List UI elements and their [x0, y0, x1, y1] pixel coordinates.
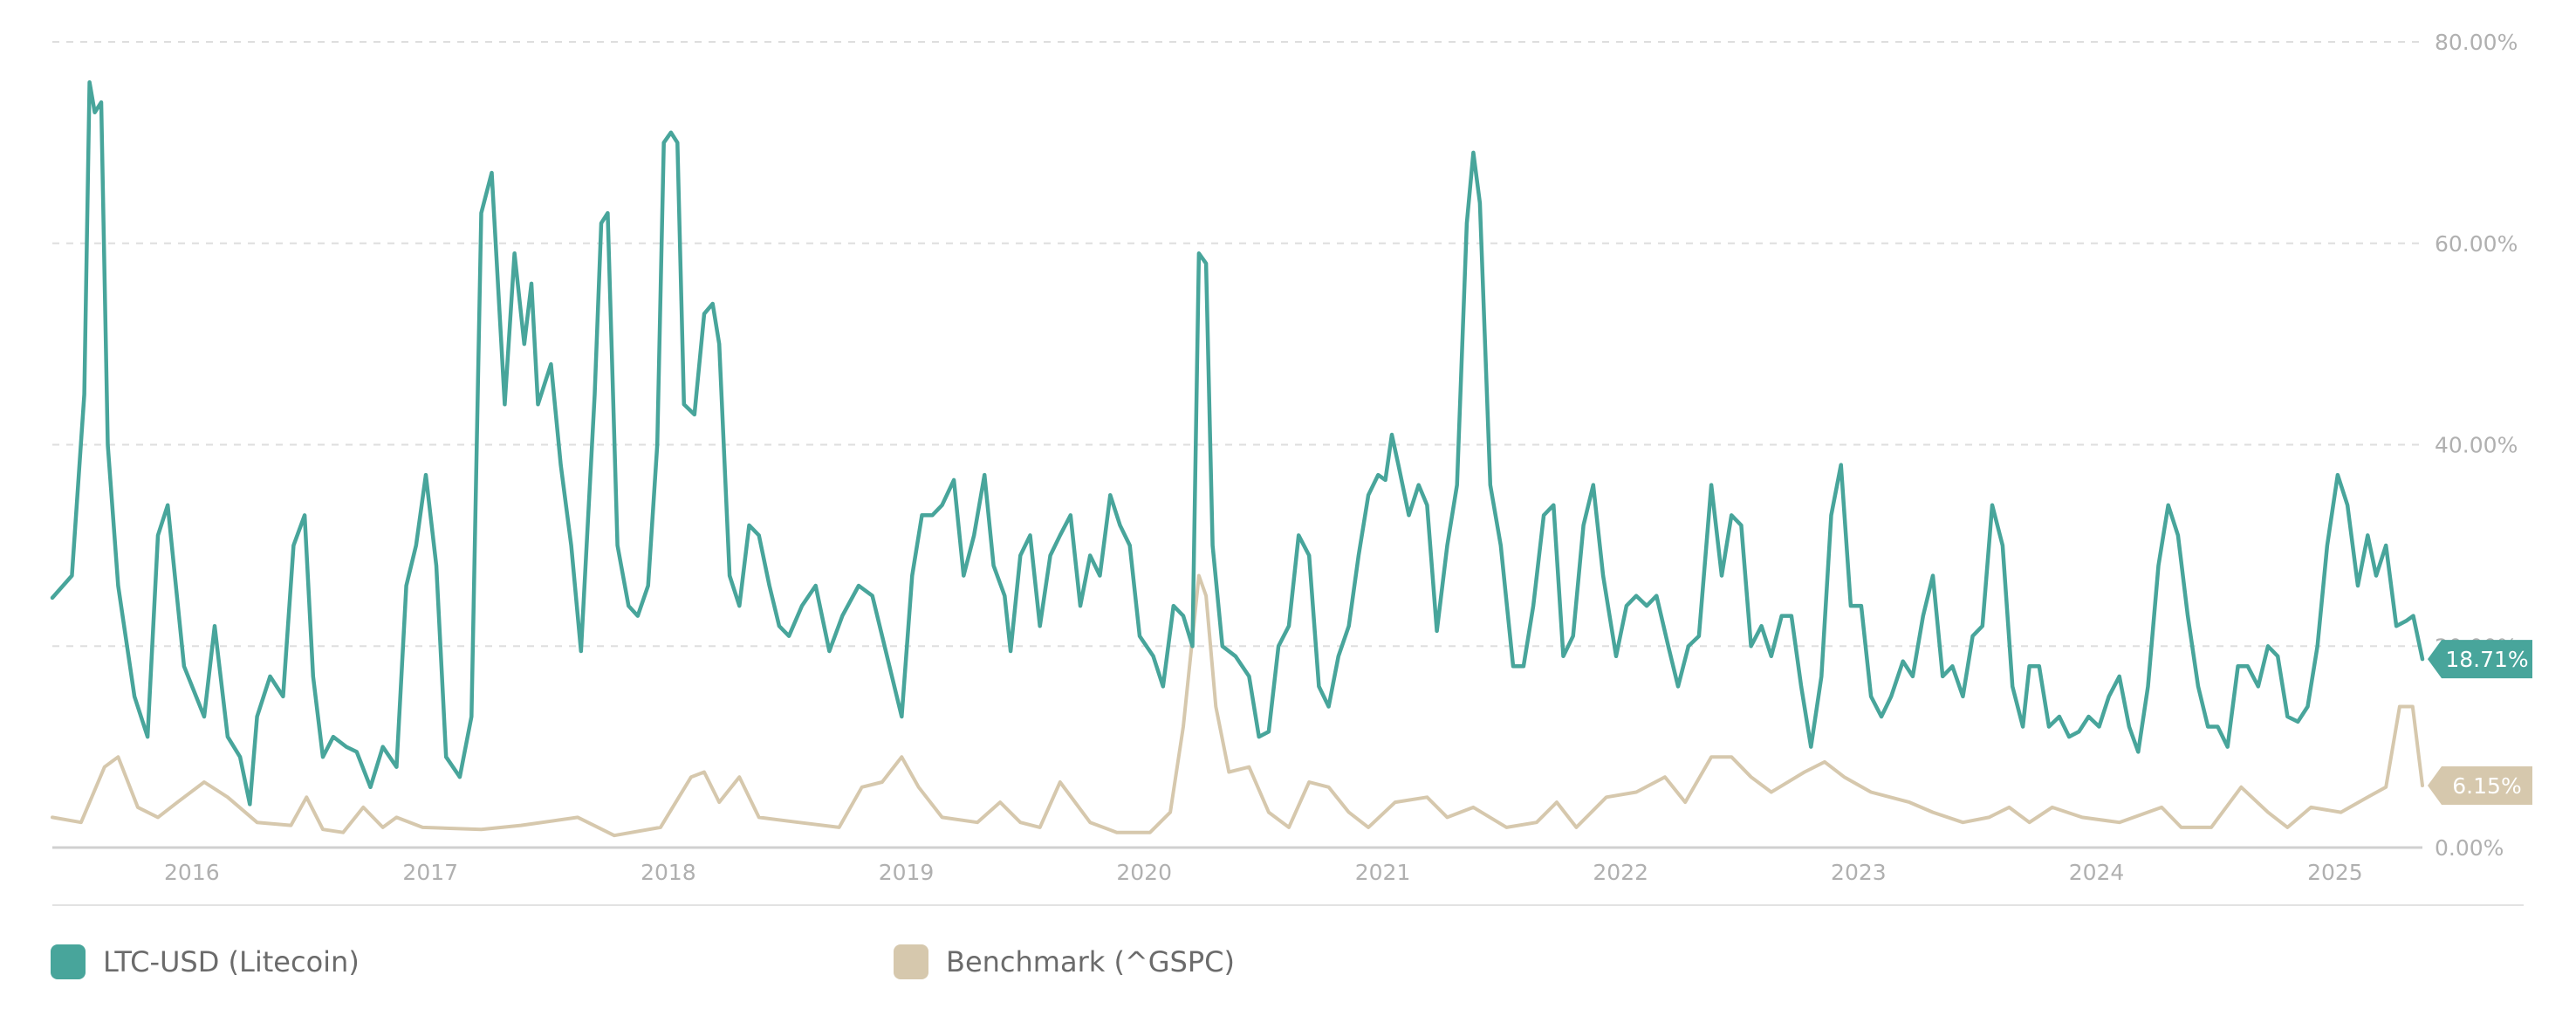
y-tick-label: 80.00%	[2435, 30, 2518, 55]
legend-label-benchmark: Benchmark (^GSPC)	[946, 945, 1235, 978]
grid-lines	[52, 41, 2524, 906]
y-tick-label: 0.00%	[2435, 835, 2504, 861]
legend-swatch-litecoin	[51, 944, 86, 979]
y-axis-ticks: 0.00%20.00%40.00%60.00%80.00%	[2435, 30, 2518, 861]
series-line-litecoin	[50, 79, 2425, 807]
end-label-flag	[2428, 766, 2532, 806]
series-line-benchmark	[51, 573, 2424, 838]
legend-item-litecoin[interactable]: LTC-USD (Litecoin)	[51, 943, 360, 981]
x-tick-label: 2019	[879, 860, 935, 885]
x-tick-label: 2020	[1116, 860, 1172, 885]
series-lines	[50, 79, 2425, 838]
x-tick-label: 2023	[1831, 860, 1887, 885]
x-tick-label: 2017	[402, 860, 458, 885]
end-label-text: 6.15%	[2452, 773, 2521, 799]
end-label-benchmark: 6.15%	[2428, 766, 2532, 806]
x-axis-ticks: 2016 2017 2018 2019 2020 2021 2022 2023 2024 2025	[164, 860, 2363, 885]
end-label-flag	[2428, 640, 2532, 679]
x-tick-label: 2016	[164, 860, 220, 885]
x-tick-label: 2022	[1593, 860, 1648, 885]
legend-label-litecoin: LTC-USD (Litecoin)	[103, 945, 360, 978]
x-tick-label: 2025	[2307, 860, 2363, 885]
y-tick-label: 40.00%	[2435, 433, 2518, 458]
legend-swatch-benchmark	[894, 944, 928, 979]
x-tick-label: 2021	[1355, 860, 1411, 885]
y-tick-label: 60.00%	[2435, 231, 2518, 257]
end-label-litecoin: 18.71%	[2428, 640, 2532, 679]
legend: LTC-USD (Litecoin) Benchmark (^GSPC)	[0, 943, 2576, 995]
end-label-text: 18.71%	[2445, 647, 2528, 672]
end-value-labels: 18.71% 6.15%	[2428, 640, 2532, 806]
x-tick-label: 2018	[641, 860, 696, 885]
legend-item-benchmark[interactable]: Benchmark (^GSPC)	[894, 943, 1235, 981]
x-tick-label: 2024	[2069, 860, 2125, 885]
